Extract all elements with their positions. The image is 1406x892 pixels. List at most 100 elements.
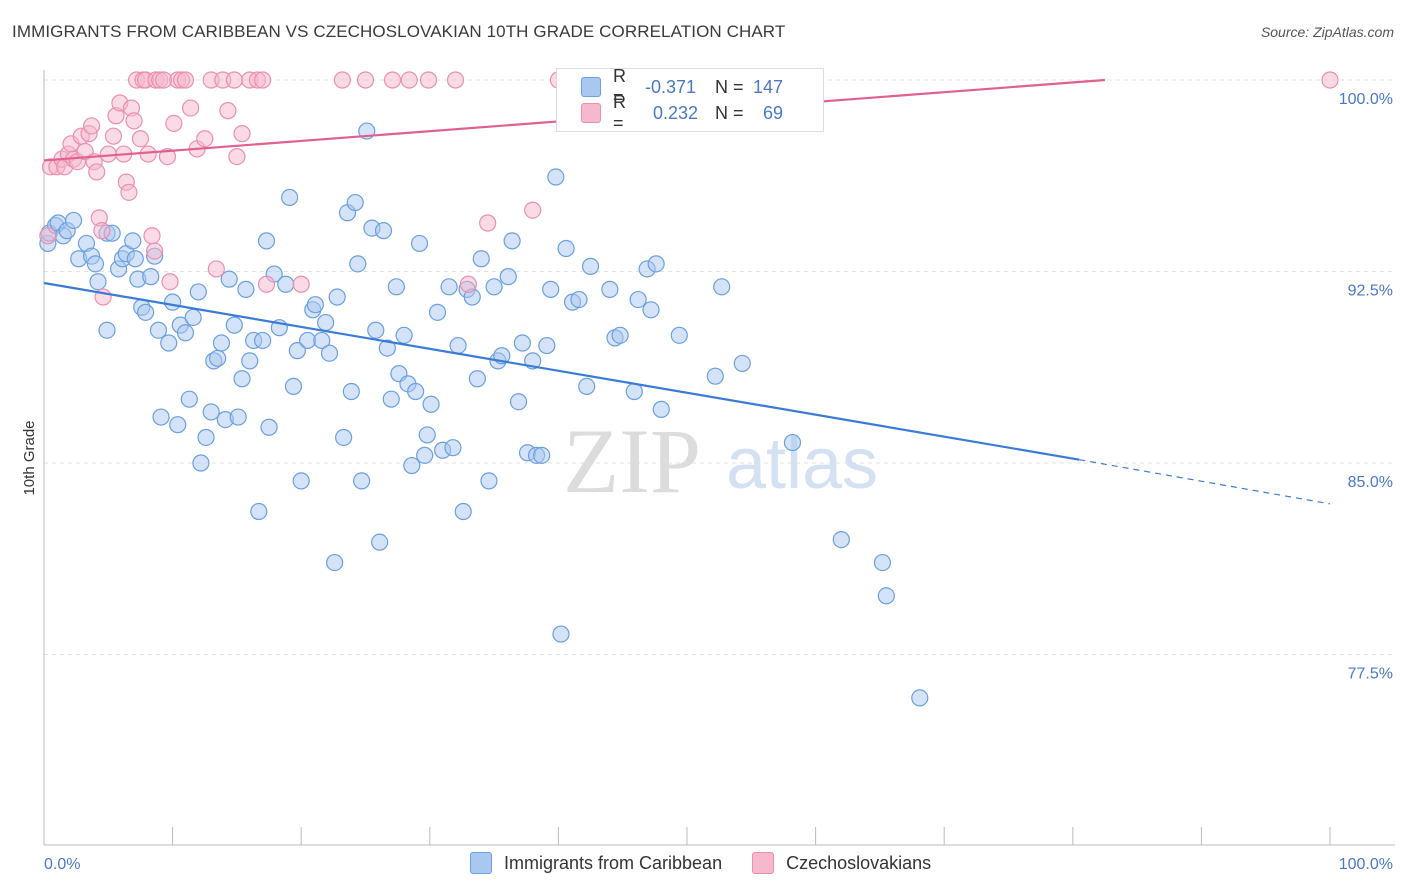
caribbean-point (306, 296, 324, 314)
caribbean-point (277, 275, 295, 293)
czechoslovakian-point (419, 71, 438, 89)
caribbean-point (328, 288, 346, 306)
caribbean-point (499, 268, 517, 286)
caribbean-point (410, 234, 429, 253)
legend-swatch-caribbean (581, 77, 601, 97)
caribbean-point (126, 250, 144, 268)
caribbean-point (192, 454, 210, 472)
watermark-zip: ZIP (563, 410, 701, 512)
caribbean-point (335, 428, 353, 447)
legend-item-caribbean[interactable]: Immigrants from Caribbean (470, 852, 722, 874)
czechoslovakian-point (143, 227, 161, 245)
czechoslovakian-point (459, 275, 477, 293)
caribbean-point (513, 334, 531, 352)
caribbean-point (184, 308, 202, 327)
czechoslovakian-point (257, 275, 276, 293)
caribbean-point (320, 344, 339, 362)
legend-item-czechoslovakians[interactable]: Czechoslovakians (752, 852, 931, 874)
caribbean-point (378, 339, 396, 357)
y-tick-labels: 77.5% 85.0% 92.5% 100.0% (1339, 91, 1393, 683)
caribbean-point (98, 321, 116, 339)
caribbean-point (472, 250, 490, 268)
czechoslovakian-point (383, 71, 402, 89)
caribbean-point (629, 290, 647, 309)
caribbean-point (89, 273, 107, 291)
caribbean-point (136, 303, 155, 321)
caribbean-point (260, 418, 278, 436)
caribbean-point (873, 553, 892, 572)
caribbean-point (783, 433, 802, 452)
czechoslovakian-point (131, 130, 150, 148)
caribbean-point (317, 313, 335, 332)
caribbean-point (160, 334, 178, 352)
caribbean-point (164, 293, 182, 311)
caribbean-point (86, 255, 105, 273)
legend-label-czechoslovakians: Czechoslovakians (786, 852, 932, 873)
caribbean-point (557, 239, 575, 258)
czechoslovakian-point (88, 163, 106, 181)
caribbean-point (202, 403, 220, 421)
caribbean-point (570, 290, 588, 309)
caribbean-point (449, 336, 467, 355)
y-tick-label: 92.5% (1348, 283, 1393, 300)
caribbean-point (547, 168, 565, 186)
caribbean-point (197, 428, 215, 447)
caribbean-point (485, 278, 503, 296)
czechoslovakian-point (93, 222, 111, 240)
caribbean-trend-line (43, 281, 1080, 461)
caribbean-point (428, 303, 447, 321)
caribbean-point (142, 268, 160, 286)
caribbean-point (233, 370, 251, 388)
caribbean-point (241, 352, 259, 370)
legend-swatch-caribbean (470, 852, 492, 874)
legend-n-value: 147 (753, 76, 784, 97)
caribbean-point (468, 370, 486, 388)
caribbean-point (346, 193, 364, 212)
caribbean-point (454, 502, 472, 521)
caribbean-point (374, 222, 393, 240)
legend-r-label: R = (613, 92, 626, 133)
caribbean-point (371, 533, 389, 551)
caribbean-point (733, 354, 751, 373)
caribbean-point (601, 280, 619, 298)
caribbean-point (422, 395, 440, 413)
caribbean-point (503, 232, 521, 250)
points-layer (39, 71, 1339, 707)
caribbean-point (611, 326, 629, 344)
czechoslovakian-point (182, 99, 200, 117)
legend-swatch-czechoslovakians (752, 852, 775, 874)
caribbean-point (538, 336, 556, 355)
x-tick-label: 100.0% (1339, 856, 1393, 873)
legend-row-czechoslovakians: R = 0.232 N = 69 (581, 92, 784, 133)
czechoslovakian-point (254, 71, 272, 89)
caribbean-point (292, 472, 310, 490)
caribbean-point (257, 232, 276, 250)
caribbean-point (212, 334, 231, 352)
caribbean-point (403, 456, 421, 475)
czechoslovakian-point (479, 214, 497, 232)
caribbean-point (326, 553, 344, 572)
caribbean-point (349, 255, 367, 273)
legend-row-caribbean: R = -0.371 N = 147 (581, 66, 784, 107)
caribbean-point (642, 301, 660, 319)
caribbean-point (387, 278, 405, 296)
legend-r-value: 0.232 (653, 102, 699, 123)
czechoslovakian-point (120, 183, 138, 201)
caribbean-point (149, 321, 168, 339)
czechoslovakian-point (333, 71, 351, 89)
caribbean-point (353, 472, 371, 490)
czechoslovakian-point (207, 260, 225, 278)
caribbean-point (180, 390, 198, 408)
caribbean-point (533, 446, 551, 464)
czechoslovakian-point (292, 275, 310, 293)
caribbean-trend-line-extension (1079, 459, 1331, 505)
caribbean-point (625, 382, 643, 401)
caribbean-point (124, 232, 142, 250)
legend-n-value: 69 (763, 102, 784, 123)
czechoslovakian-point (145, 242, 164, 260)
caribbean-point (367, 321, 385, 339)
legend-r-label: R = (613, 66, 626, 107)
y-axis-label: 10th Grade (21, 420, 38, 495)
czechoslovakian-point (1321, 71, 1339, 89)
